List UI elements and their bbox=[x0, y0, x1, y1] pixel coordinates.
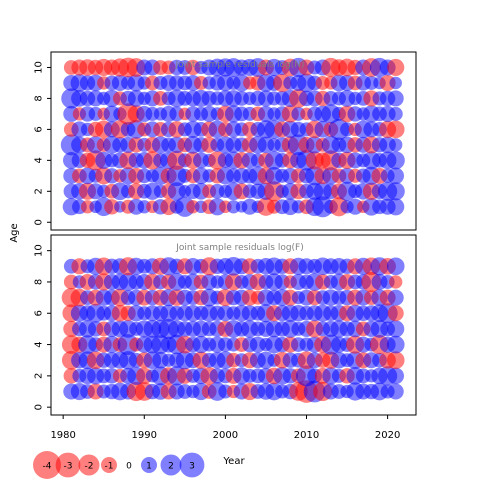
y-axis-label: Age bbox=[9, 223, 20, 242]
y-tick-label: 8 bbox=[34, 279, 45, 285]
bubble-point bbox=[386, 120, 405, 139]
bubble-point bbox=[389, 76, 402, 90]
legend-bubble bbox=[78, 454, 100, 476]
legend-label: -2 bbox=[85, 462, 94, 472]
legend-bubble bbox=[101, 457, 117, 473]
panel-top: Joint sample residuals log(N) 0 2 4 6 8 10 bbox=[34, 51, 417, 231]
bubble-point bbox=[387, 367, 405, 385]
x-axis: 1980 1990 2000 2010 2020 bbox=[50, 415, 400, 441]
y-tick-label: 4 bbox=[34, 341, 45, 347]
legend-bubble bbox=[33, 451, 61, 479]
panel-bottom-y-ticks: 0 2 4 6 8 10 bbox=[34, 244, 51, 410]
panel-top-frame bbox=[50, 51, 417, 231]
bubble-point bbox=[386, 151, 405, 170]
legend-label: -1 bbox=[105, 462, 114, 472]
y-tick-label: 2 bbox=[34, 373, 45, 379]
legend-label: 3 bbox=[189, 462, 195, 472]
panel-top-y-ticks: 0 2 4 6 8 10 bbox=[34, 61, 51, 225]
legend-label: 0 bbox=[126, 462, 132, 472]
bubble-point bbox=[226, 200, 241, 214]
bubble-point bbox=[386, 257, 405, 276]
x-tick-label: 2000 bbox=[213, 430, 238, 441]
y-tick-label: 4 bbox=[34, 157, 45, 163]
y-tick-label: 10 bbox=[34, 244, 45, 257]
y-tick-label: 6 bbox=[34, 310, 45, 316]
bubble-point bbox=[387, 167, 405, 185]
legend: -4 -3 -2 -1 0 1 2 3 bbox=[33, 451, 205, 479]
bubble-point bbox=[387, 383, 404, 400]
y-tick-label: 0 bbox=[34, 219, 45, 225]
bubble-point bbox=[389, 138, 403, 152]
bubble-point bbox=[389, 275, 403, 289]
panel-top-bubbles bbox=[60, 57, 405, 218]
legend-bubble bbox=[55, 452, 81, 478]
bubble-point bbox=[386, 351, 405, 370]
bubble-point bbox=[387, 198, 405, 216]
panel-bottom: Joint sample residuals log(F) 0 2 4 6 8 10 bbox=[34, 234, 417, 416]
y-tick-label: 8 bbox=[34, 95, 45, 101]
bubble-point bbox=[386, 335, 405, 354]
bubble-point bbox=[387, 289, 404, 306]
x-tick-label: 1980 bbox=[50, 430, 75, 441]
legend-label: 2 bbox=[168, 462, 174, 472]
panel-bottom-frame bbox=[50, 234, 417, 416]
x-tick-label: 1990 bbox=[132, 430, 157, 441]
bubble-point bbox=[387, 305, 404, 322]
panel-bottom-title: Joint sample residuals log(F) bbox=[175, 243, 303, 253]
bubble-point bbox=[387, 90, 404, 107]
legend-bubble bbox=[160, 454, 182, 476]
x-tick-label: 2020 bbox=[375, 430, 400, 441]
legend-label: -4 bbox=[43, 462, 52, 472]
bubble-point bbox=[388, 106, 403, 121]
y-tick-label: 2 bbox=[34, 188, 45, 194]
y-tick-label: 10 bbox=[34, 61, 45, 74]
panel-top-title: Joint sample residuals log(N) bbox=[174, 60, 304, 70]
legend-bubble bbox=[141, 457, 157, 473]
x-axis-label: Year bbox=[222, 456, 245, 467]
y-tick-label: 6 bbox=[34, 126, 45, 132]
legend-label: 1 bbox=[146, 462, 152, 472]
x-tick-label: 2010 bbox=[294, 430, 319, 441]
panel-bottom-bubbles bbox=[61, 256, 405, 403]
y-tick-label: 0 bbox=[34, 404, 45, 410]
legend-bubble bbox=[179, 452, 205, 478]
legend-label: -3 bbox=[64, 462, 73, 472]
bubble-point bbox=[387, 320, 405, 338]
bubble-point bbox=[387, 58, 405, 77]
bubble-point bbox=[386, 182, 405, 201]
